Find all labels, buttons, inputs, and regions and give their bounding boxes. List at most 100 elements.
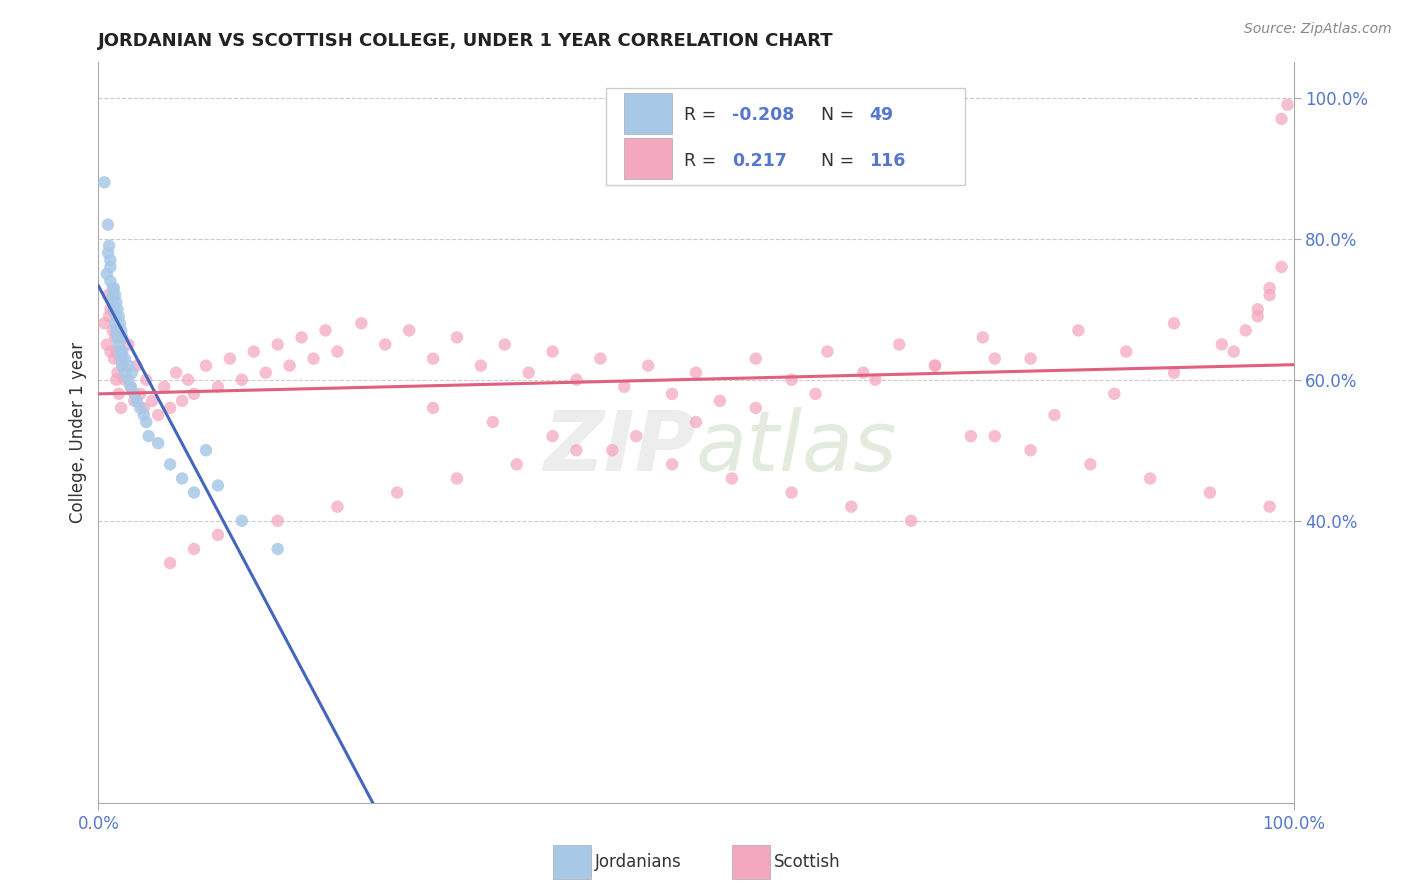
Point (470, 359, 492, 373)
Point (637, 359, 659, 373)
Point (93, 316, 115, 330)
Point (108, 351, 131, 366)
Point (1258, 500, 1281, 514)
Point (107, 302, 129, 317)
Point (98, 302, 122, 317)
Point (132, 408, 155, 422)
Bar (624, 138, 672, 179)
Point (108, 316, 131, 330)
Point (1271, 112, 1294, 126)
Text: 116: 116 (869, 152, 905, 169)
Point (104, 316, 127, 330)
Point (148, 408, 170, 422)
Point (101, 295, 124, 310)
Point (278, 359, 301, 373)
Point (207, 478, 229, 492)
Text: N =: N = (821, 106, 855, 124)
Point (709, 393, 731, 408)
Point (98, 260, 122, 274)
Point (101, 288, 124, 302)
Point (385, 485, 409, 500)
Point (117, 359, 139, 373)
Point (183, 485, 205, 500)
Point (104, 330, 127, 344)
Point (267, 514, 290, 528)
Point (1247, 310, 1270, 324)
Text: JORDANIAN VS SCOTTISH COLLEGE, UNDER 1 YEAR CORRELATION CHART: JORDANIAN VS SCOTTISH COLLEGE, UNDER 1 Y… (98, 32, 834, 50)
Point (1115, 344, 1137, 359)
Point (865, 373, 887, 387)
Point (114, 373, 136, 387)
Point (517, 366, 540, 380)
Point (780, 373, 803, 387)
Point (1258, 281, 1281, 295)
Point (114, 351, 136, 366)
Point (398, 323, 420, 337)
Point (121, 366, 143, 380)
Point (183, 387, 205, 401)
Point (972, 330, 994, 344)
Point (107, 330, 129, 344)
Point (207, 380, 229, 394)
Point (124, 393, 146, 408)
Point (141, 393, 163, 408)
Point (195, 443, 218, 458)
Text: R =: R = (685, 152, 716, 169)
Point (254, 366, 277, 380)
Point (924, 359, 946, 373)
Point (1163, 366, 1185, 380)
Point (107, 366, 129, 380)
Point (326, 344, 349, 359)
Point (602, 443, 624, 458)
Point (243, 344, 266, 359)
Point (177, 373, 200, 387)
Point (374, 337, 396, 351)
Bar (733, 846, 770, 879)
Point (1104, 387, 1126, 401)
Point (1019, 351, 1042, 366)
Point (101, 281, 124, 295)
Point (105, 323, 128, 337)
Point (1163, 316, 1185, 330)
Point (685, 366, 707, 380)
FancyBboxPatch shape (606, 88, 965, 185)
Point (924, 359, 946, 373)
Text: Source: ZipAtlas.com: Source: ZipAtlas.com (1244, 22, 1392, 37)
Point (111, 359, 134, 373)
Point (110, 323, 132, 337)
Point (153, 380, 176, 394)
Point (841, 500, 863, 514)
Point (125, 359, 148, 373)
Point (98, 310, 121, 324)
Point (107, 387, 129, 401)
Point (661, 458, 683, 472)
Point (231, 514, 253, 528)
Point (1258, 288, 1281, 302)
Point (1139, 471, 1161, 485)
Point (900, 514, 922, 528)
Point (446, 471, 468, 485)
Point (506, 458, 529, 472)
Point (110, 401, 132, 415)
Point (114, 366, 136, 380)
Point (745, 351, 768, 366)
Point (117, 373, 139, 387)
Point (103, 281, 125, 295)
Point (589, 351, 612, 366)
Point (110, 351, 132, 366)
Point (852, 366, 875, 380)
Point (107, 310, 129, 324)
Point (745, 401, 768, 415)
Point (138, 429, 160, 443)
Point (105, 310, 128, 324)
Point (446, 330, 468, 344)
Point (129, 387, 152, 401)
Point (481, 415, 505, 429)
Point (326, 500, 349, 514)
Text: ZIP: ZIP (543, 407, 696, 488)
Point (97, 288, 120, 302)
Point (494, 337, 516, 351)
Point (148, 436, 170, 450)
Point (565, 373, 588, 387)
Point (661, 387, 683, 401)
